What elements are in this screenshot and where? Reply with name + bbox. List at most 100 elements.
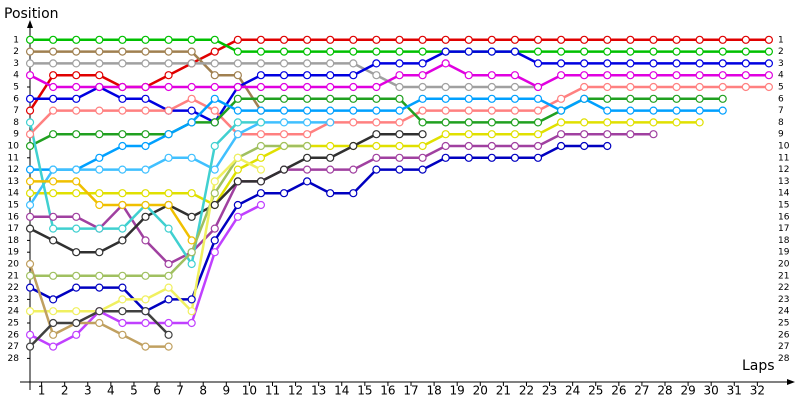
position-marker	[49, 94, 58, 103]
y-tick-label: 19	[8, 248, 20, 258]
position-marker	[464, 106, 473, 115]
position-marker	[164, 330, 173, 339]
position-marker	[187, 35, 196, 44]
x-tick-label: 32	[750, 384, 765, 398]
position-marker	[603, 94, 612, 103]
position-marker	[187, 318, 196, 328]
position-marker	[256, 59, 266, 68]
y-tick-label: 21	[8, 271, 19, 281]
y-tick-label-right: 1	[778, 35, 784, 45]
position-marker	[441, 153, 450, 162]
x-tick-label: 14	[334, 384, 349, 398]
position-marker	[233, 71, 242, 80]
position-marker	[210, 141, 219, 151]
position-marker	[372, 165, 381, 174]
position-marker	[695, 47, 704, 56]
position-marker	[626, 35, 635, 44]
position-marker	[141, 318, 150, 328]
position-marker	[418, 106, 427, 115]
position-marker	[118, 94, 127, 103]
position-marker	[210, 47, 219, 56]
position-marker	[533, 118, 543, 127]
position-marker	[25, 106, 35, 115]
position-marker	[25, 212, 35, 221]
y-tick-label: 9	[13, 130, 19, 140]
position-marker	[349, 71, 358, 80]
x-tick-label: 15	[357, 384, 372, 398]
position-marker	[210, 177, 219, 186]
position-marker	[441, 141, 450, 151]
y-tick-label-right: 13	[778, 177, 789, 187]
y-tick-label: 24	[8, 307, 20, 317]
position-marker	[118, 318, 127, 328]
position-marker	[303, 153, 312, 162]
position-marker	[210, 94, 219, 103]
x-tick-label: 19	[450, 384, 465, 398]
position-marker	[303, 177, 312, 186]
position-marker	[718, 47, 727, 56]
position-marker	[95, 189, 104, 198]
position-marker	[49, 212, 58, 221]
y-tick-label-right: 23	[778, 295, 789, 305]
position-marker	[187, 307, 196, 316]
position-marker	[233, 82, 242, 92]
position-marker	[233, 35, 242, 44]
position-marker	[118, 283, 127, 292]
position-marker	[510, 35, 520, 44]
position-marker	[72, 212, 81, 221]
position-marker	[695, 35, 704, 44]
position-marker	[533, 153, 543, 162]
position-marker	[395, 165, 404, 174]
position-marker	[49, 165, 58, 174]
y-tick-label-right: 18	[778, 236, 790, 246]
position-marker	[49, 224, 58, 233]
position-marker	[557, 118, 566, 127]
x-tick-label: 4	[107, 384, 115, 398]
position-marker	[395, 118, 404, 127]
position-marker	[49, 82, 58, 92]
position-marker	[418, 165, 427, 174]
position-marker	[279, 189, 289, 198]
y-tick-label-right: 19	[778, 248, 790, 258]
position-marker	[695, 106, 704, 115]
position-marker	[95, 47, 104, 56]
position-marker	[118, 82, 127, 92]
position-marker	[510, 82, 520, 92]
position-marker	[279, 106, 289, 115]
position-marker	[279, 59, 289, 68]
position-marker	[95, 153, 104, 162]
x-tick-label: 9	[222, 384, 230, 398]
position-marker	[256, 118, 266, 127]
position-marker	[164, 35, 173, 44]
position-marker	[649, 71, 658, 80]
position-marker	[395, 106, 404, 115]
position-marker	[626, 130, 635, 139]
position-marker	[303, 71, 312, 80]
y-tick-label: 22	[8, 283, 19, 293]
position-marker	[741, 71, 750, 80]
position-marker	[141, 295, 150, 304]
x-axis-title: Laps	[742, 358, 775, 374]
position-marker	[187, 106, 196, 115]
x-tick-label: 12	[288, 384, 303, 398]
position-marker	[510, 130, 520, 139]
position-marker	[118, 224, 127, 233]
position-marker	[510, 141, 520, 151]
position-marker	[603, 59, 612, 68]
y-tick-label-right: 11	[778, 153, 789, 163]
y-tick-label-right: 5	[778, 83, 784, 93]
position-marker	[303, 141, 312, 151]
position-marker	[210, 236, 219, 245]
x-tick-label: 3	[84, 384, 92, 398]
position-marker	[395, 59, 404, 68]
position-marker	[349, 106, 358, 115]
y-tick-label: 3	[13, 59, 19, 69]
position-marker	[141, 165, 150, 174]
position-marker	[672, 71, 681, 80]
position-marker	[141, 47, 150, 56]
y-tick-label-right: 4	[778, 71, 784, 81]
y-tick-label-right: 7	[778, 106, 784, 116]
position-marker	[95, 165, 104, 174]
position-marker	[349, 141, 358, 151]
position-marker	[256, 200, 266, 210]
